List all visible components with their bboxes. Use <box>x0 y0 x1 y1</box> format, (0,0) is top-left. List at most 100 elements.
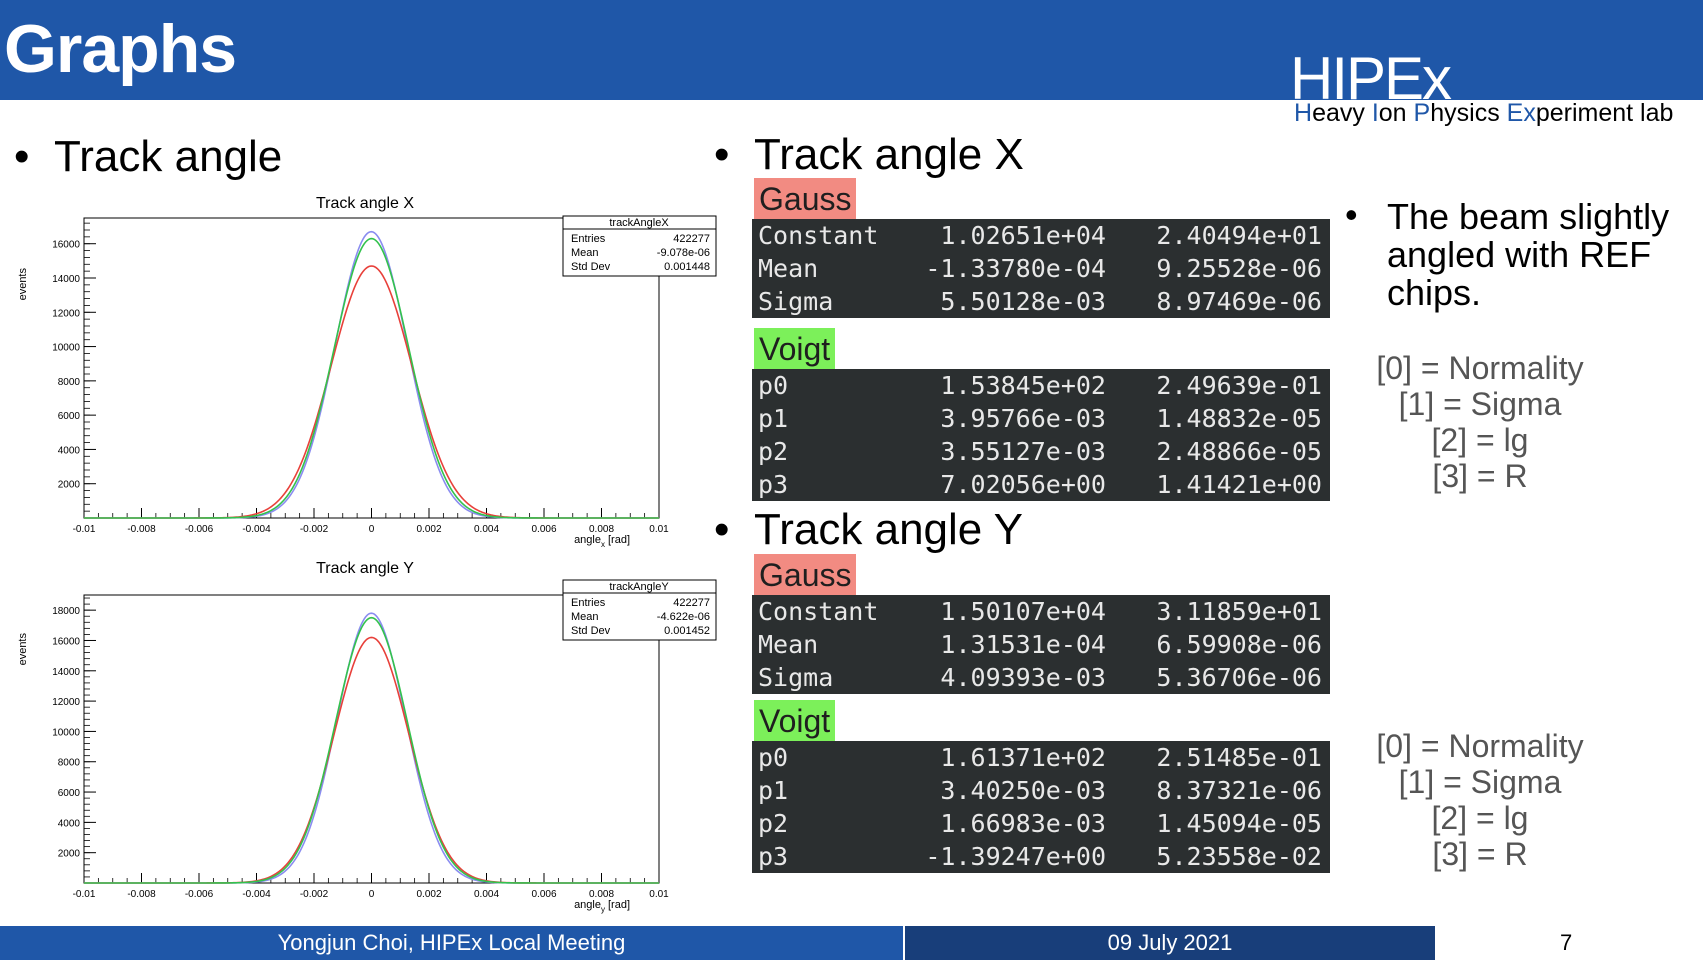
gauss-y-error: 3.11859e+01 <box>1156 597 1322 626</box>
plot-y-ytick-label: 2000 <box>58 849 81 860</box>
voigt-y-error: 8.37321e-06 <box>1156 776 1322 805</box>
voigt-x-value: 3.95766e-03 <box>940 404 1106 433</box>
svg-text:trackAngleX: trackAngleX <box>609 217 669 229</box>
plot-x-series-2 <box>84 237 659 519</box>
voigt-y-error: 2.51485e-01 <box>1156 743 1322 772</box>
voigt-y-param: p2 <box>758 809 789 838</box>
svg-text:Std Dev: Std Dev <box>571 625 611 637</box>
footer-author: Yongjun Choi, HIPEx Local Meeting <box>0 926 903 960</box>
plot-y-title: Track angle Y <box>316 560 414 577</box>
plot-y-xtick-label: 0.008 <box>589 889 614 900</box>
bullet-track-angle-x: • Track angle X <box>714 130 1024 179</box>
gauss-table-y: Constant 1.50107e+04 3.11859e+01 Mean 1.3153… <box>752 595 1330 694</box>
svg-text:422277: 422277 <box>673 597 710 609</box>
plot-track-angle-y: Track angle Y events 2000 4000 6000 8000 100… <box>10 553 720 923</box>
plot-y-ytick-label: 14000 <box>52 667 80 678</box>
plot-y-curves: 2000 4000 6000 8000 10000 12000 14000 16000 1800… <box>52 597 669 900</box>
voigt-param-legend-x: [0] = Normality [1] = Sigma [2] = lg [3] = … <box>1376 350 1584 494</box>
gauss-y-error: 5.36706e-06 <box>1156 663 1322 692</box>
voigt-y-error: 5.23558e-02 <box>1156 842 1322 871</box>
svg-text:-9.078e-06: -9.078e-06 <box>657 247 710 259</box>
voigt-x-value: 3.55127e-03 <box>940 437 1106 466</box>
plot-y-xlabel: angley [rad] <box>574 899 630 914</box>
plot-y-xtick-label: -0.008 <box>127 889 156 900</box>
gauss-x-row: Mean -1.33780e-04 9.25528e-06 <box>752 252 1330 285</box>
gauss-x-row: Constant 1.02651e+04 2.40494e+01 <box>752 219 1330 252</box>
plot-y-xtick-label: -0.006 <box>185 889 214 900</box>
plot-y-series-0 <box>84 612 659 884</box>
plot-y-xtick-label: -0.004 <box>242 889 271 900</box>
voigt-x-param: p3 <box>758 470 789 499</box>
svg-text:Entries: Entries <box>571 233 606 245</box>
svg-text:0.001452: 0.001452 <box>664 625 710 637</box>
gauss-y-value: 1.31531e-04 <box>940 630 1106 659</box>
plot-x-ylabel: events <box>17 268 29 301</box>
gauss-y-value: 1.50107e+04 <box>940 597 1106 626</box>
gauss-x-value: 1.02651e+04 <box>940 221 1106 250</box>
gauss-y-param: Constant <box>758 597 879 626</box>
voigt-x-row: p1 3.95766e-03 1.48832e-05 <box>752 402 1330 435</box>
voigt-label-x: Voigt <box>754 328 836 370</box>
plot-x-xlabel: anglex [rad] <box>574 534 630 549</box>
voigt-x-row: p2 3.55127e-03 2.48866e-05 <box>752 435 1330 468</box>
svg-text:0.001448: 0.001448 <box>664 261 710 273</box>
histogram-y-svg: Track angle Y events 2000 4000 6000 8000 100… <box>17 560 717 914</box>
plot-x-xtick-label: 0.006 <box>531 524 556 535</box>
gauss-y-error: 6.59908e-06 <box>1156 630 1322 659</box>
voigt-y-value: -1.39247e+00 <box>925 842 1106 871</box>
voigt-y-value: 3.40250e-03 <box>940 776 1106 805</box>
hipex-tagline: Heavy Ion Physics Experiment lab <box>1294 99 1674 127</box>
plot-x-xtick-label: -0.006 <box>185 524 214 535</box>
plot-y-ytick-label: 12000 <box>52 697 80 708</box>
plot-x-ytick-label: 14000 <box>52 274 80 285</box>
voigt-y-value: 1.61371e+02 <box>940 743 1106 772</box>
gauss-x-error: 9.25528e-06 <box>1156 254 1322 283</box>
voigt-x-param: p1 <box>758 404 789 433</box>
svg-text:-4.622e-06: -4.622e-06 <box>657 611 710 623</box>
plot-y-xtick-label: 0.004 <box>474 889 499 900</box>
voigt-y-value: 1.66983e-03 <box>940 809 1106 838</box>
gauss-x-row: Sigma 5.50128e-03 8.97469e-06 <box>752 285 1330 318</box>
voigt-x-error: 2.49639e-01 <box>1156 371 1322 400</box>
voigt-y-row: p2 1.66983e-03 1.45094e-05 <box>752 807 1330 840</box>
plot-y-xtick-label: 0.01 <box>649 889 669 900</box>
voigt-x-row: p0 1.53845e+02 2.49639e-01 <box>752 369 1330 402</box>
svg-text:Std Dev: Std Dev <box>571 261 611 273</box>
histogram-x-svg: Track angle X events 2000 4000 6000 8000 100… <box>17 195 717 549</box>
voigt-table-x: p0 1.53845e+02 2.49639e-01 p1 3.95766e-03 1.4… <box>752 369 1330 501</box>
gauss-x-error: 8.97469e-06 <box>1156 287 1322 316</box>
plot-y-ylabel: events <box>17 633 29 666</box>
voigt-y-error: 1.45094e-05 <box>1156 809 1322 838</box>
voigt-x-param: p0 <box>758 371 789 400</box>
hipex-logo: HIPEx <box>1290 45 1452 112</box>
plot-y-ytick-label: 18000 <box>52 606 80 617</box>
bullet-track-angle: • Track angle <box>14 132 283 181</box>
plot-x-ytick-label: 6000 <box>58 411 81 422</box>
plot-x-ytick-label: 10000 <box>52 343 80 354</box>
plot-x-xtick-label: -0.004 <box>242 524 271 535</box>
plot-y-ytick-label: 16000 <box>52 636 80 647</box>
gauss-y-param: Sigma <box>758 663 834 692</box>
plot-x-ytick-label: 8000 <box>58 377 81 388</box>
plot-track-angle-x: Track angle X events 2000 4000 6000 8000 100… <box>10 188 720 558</box>
voigt-y-row: p3 -1.39247e+00 5.23558e-02 <box>752 840 1330 873</box>
gauss-x-param: Mean <box>758 254 819 283</box>
voigt-y-param: p3 <box>758 842 789 871</box>
bullet-track-angle-y: • Track angle Y <box>714 505 1024 554</box>
page-title: Graphs <box>4 11 237 87</box>
voigt-table-y: p0 1.61371e+02 2.51485e-01 p1 3.40250e-03 8.3… <box>752 741 1330 873</box>
plot-y-xtick-label: -0.002 <box>300 889 329 900</box>
plot-y-series-2 <box>84 616 659 884</box>
gauss-x-error: 2.40494e+01 <box>1156 221 1322 250</box>
gauss-label-x: Gauss <box>754 178 857 220</box>
gauss-y-row: Constant 1.50107e+04 3.11859e+01 <box>752 595 1330 628</box>
gauss-x-value: -1.33780e-04 <box>925 254 1106 283</box>
plot-y-xtick-label: 0.002 <box>416 889 441 900</box>
plot-y-ytick-label: 6000 <box>58 788 81 799</box>
gauss-y-param: Mean <box>758 630 819 659</box>
voigt-x-error: 2.48866e-05 <box>1156 437 1322 466</box>
voigt-x-param: p2 <box>758 437 789 466</box>
gauss-x-value: 5.50128e-03 <box>940 287 1106 316</box>
plot-x-xtick-label: 0.008 <box>589 524 614 535</box>
gauss-y-row: Sigma 4.09393e-03 5.36706e-06 <box>752 661 1330 694</box>
